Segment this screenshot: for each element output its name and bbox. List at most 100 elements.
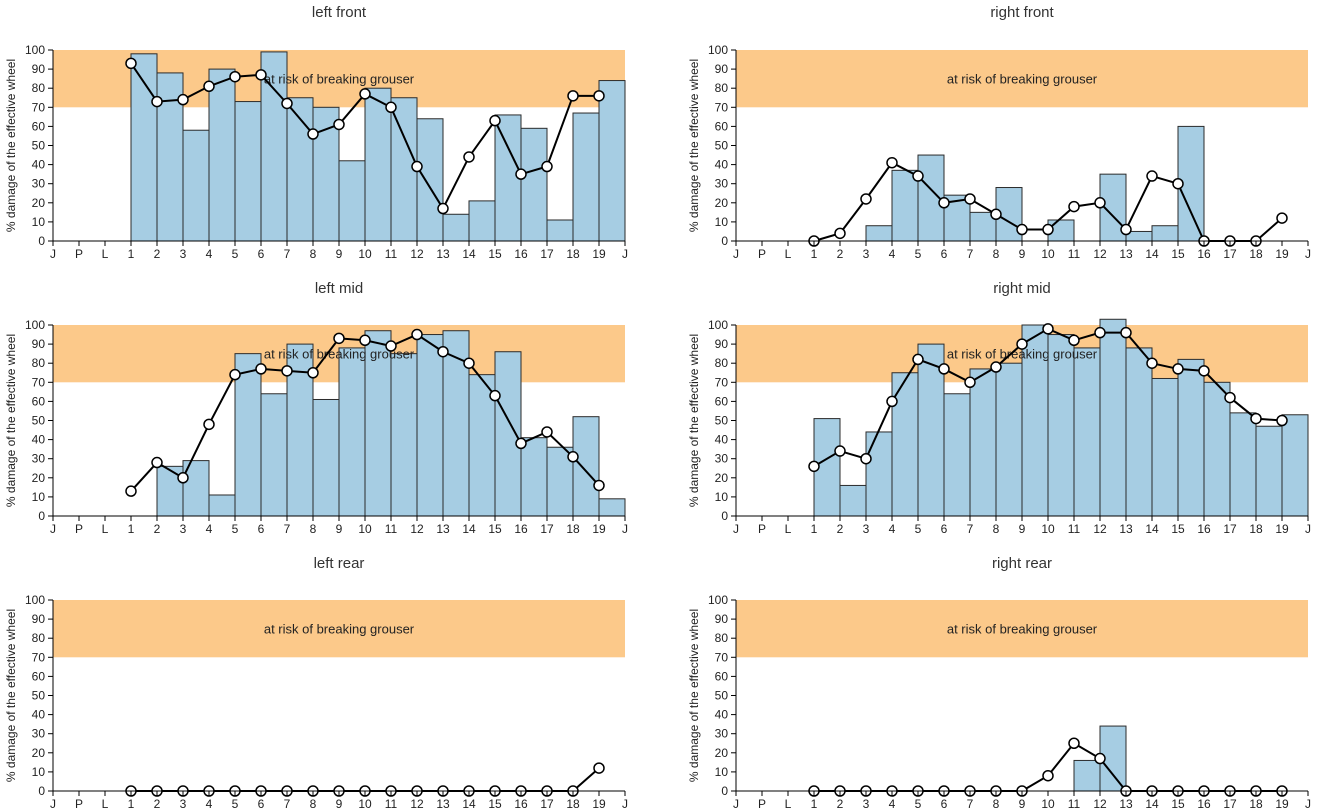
x-tick-label: 7 bbox=[967, 522, 974, 536]
x-tick-label: 14 bbox=[462, 247, 476, 261]
bar-10 bbox=[1047, 334, 1075, 517]
line-point-10 bbox=[1042, 223, 1054, 236]
x-tick-label: 17 bbox=[1223, 247, 1237, 261]
line-point-4 bbox=[203, 418, 215, 431]
bar-4 bbox=[891, 372, 919, 517]
line-point-10 bbox=[359, 88, 371, 100]
y-tick-label: 30 bbox=[32, 727, 46, 741]
x-tick-label: L bbox=[102, 797, 109, 811]
x-tick-label: 13 bbox=[1119, 247, 1133, 261]
line-point-16 bbox=[515, 437, 527, 450]
y-tick-label: 0 bbox=[721, 784, 728, 798]
x-tick-label: 8 bbox=[993, 247, 1000, 261]
bar-17 bbox=[1229, 412, 1257, 517]
x-tick-label: P bbox=[758, 522, 766, 536]
chart-panel-left-rear: left rear at risk of breaking grouser 0 10 2… bbox=[4, 555, 628, 811]
x-tick-label: 18 bbox=[566, 522, 580, 536]
x-tick-label: 19 bbox=[1275, 247, 1289, 261]
line-point-15 bbox=[1172, 177, 1184, 190]
x-tick-label: 16 bbox=[1197, 522, 1211, 536]
x-tick-label: 14 bbox=[1145, 797, 1159, 811]
y-tick-label: 100 bbox=[708, 318, 728, 332]
x-tick-label: 8 bbox=[310, 797, 317, 811]
y-tick-label: 90 bbox=[32, 337, 46, 351]
x-tick-label: 3 bbox=[863, 522, 870, 536]
bar-8 bbox=[312, 398, 340, 517]
line-point-6 bbox=[255, 69, 267, 81]
line-point-2 bbox=[834, 445, 846, 457]
y-tick-label: 40 bbox=[32, 708, 46, 722]
x-tick-label: 1 bbox=[128, 522, 135, 536]
line-point-8 bbox=[307, 128, 319, 140]
x-tick-label: 10 bbox=[358, 522, 372, 536]
x-tick-label: 14 bbox=[1145, 247, 1159, 261]
line-point-3 bbox=[860, 452, 872, 465]
x-tick-label: 15 bbox=[1171, 247, 1185, 261]
risk-band-label: at risk of breaking grouser bbox=[947, 347, 1098, 362]
x-tick-label: 13 bbox=[436, 522, 450, 536]
y-tick-label: 40 bbox=[32, 433, 46, 447]
line-point-13 bbox=[1120, 326, 1132, 339]
y-axis-label: % damage of the effective wheel bbox=[4, 609, 18, 782]
line-point-17 bbox=[541, 426, 553, 438]
y-tick-label: 50 bbox=[715, 139, 729, 153]
x-tick-label: 16 bbox=[1197, 797, 1211, 811]
y-tick-label: 40 bbox=[715, 433, 729, 447]
y-axis-label: % damage of the effective wheel bbox=[687, 609, 701, 782]
y-tick-label: 10 bbox=[715, 765, 729, 779]
line-point-1 bbox=[125, 485, 137, 497]
x-tick-label: 19 bbox=[1275, 797, 1289, 811]
bar-14 bbox=[468, 200, 496, 242]
line-point-4 bbox=[886, 156, 898, 169]
y-tick-label: 70 bbox=[32, 650, 46, 664]
y-tick-label: 50 bbox=[715, 414, 729, 428]
line-point-12 bbox=[1094, 326, 1106, 339]
bar-15 bbox=[1177, 358, 1205, 517]
line-point-16 bbox=[1198, 365, 1210, 377]
x-tick-label: 2 bbox=[154, 522, 161, 536]
risk-band bbox=[736, 600, 1308, 658]
y-tick-label: 20 bbox=[715, 471, 729, 485]
line-point-19 bbox=[593, 762, 605, 774]
x-tick-label: 11 bbox=[1068, 797, 1081, 811]
y-axis-label: % damage of the effective wheel bbox=[687, 59, 701, 232]
x-tick-label: 10 bbox=[358, 797, 372, 811]
risk-band-label: at risk of breaking grouser bbox=[947, 622, 1098, 637]
line-point-5 bbox=[912, 353, 924, 366]
y-tick-label: 0 bbox=[721, 234, 728, 248]
bar-19 bbox=[1281, 414, 1309, 517]
x-tick-label: 9 bbox=[1019, 797, 1026, 811]
x-tick-label: J bbox=[733, 797, 739, 811]
y-tick-label: 20 bbox=[32, 196, 46, 210]
line-point-2 bbox=[834, 227, 846, 240]
x-tick-label: 12 bbox=[1093, 797, 1107, 811]
x-tick-label: 13 bbox=[1119, 522, 1133, 536]
line-point-9 bbox=[1016, 223, 1028, 236]
x-tick-label: 14 bbox=[462, 522, 476, 536]
x-tick-label: 1 bbox=[128, 247, 135, 261]
y-tick-label: 100 bbox=[25, 43, 45, 57]
line-point-10 bbox=[1042, 323, 1054, 335]
y-tick-label: 10 bbox=[32, 490, 46, 504]
y-tick-label: 60 bbox=[715, 119, 729, 133]
y-tick-label: 90 bbox=[715, 62, 729, 76]
y-tick-label: 30 bbox=[32, 452, 46, 466]
x-tick-label: 13 bbox=[436, 797, 450, 811]
y-tick-label: 70 bbox=[715, 375, 729, 389]
x-tick-label: 18 bbox=[566, 247, 580, 261]
bar-15 bbox=[494, 114, 522, 242]
x-tick-label: 10 bbox=[1041, 522, 1055, 536]
x-tick-label: 9 bbox=[1019, 522, 1026, 536]
y-tick-label: 30 bbox=[32, 177, 46, 191]
x-tick-label: 17 bbox=[540, 797, 554, 811]
x-tick-label: 16 bbox=[1197, 247, 1211, 261]
x-tick-label: 3 bbox=[180, 247, 187, 261]
x-tick-label: 8 bbox=[310, 522, 317, 536]
x-tick-label: 12 bbox=[1093, 522, 1107, 536]
x-tick-label: 9 bbox=[336, 247, 343, 261]
bar-18 bbox=[572, 112, 600, 242]
bar-1 bbox=[130, 53, 158, 242]
line-point-19 bbox=[593, 90, 605, 102]
bar-16 bbox=[520, 437, 548, 517]
x-tick-label: 19 bbox=[592, 522, 606, 536]
